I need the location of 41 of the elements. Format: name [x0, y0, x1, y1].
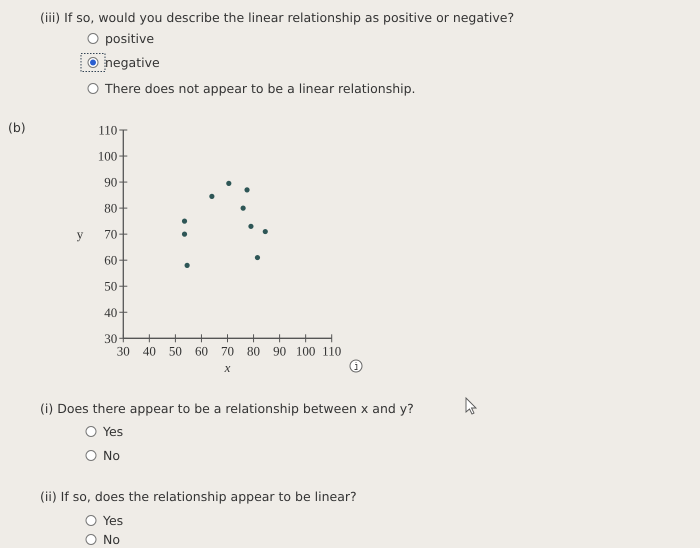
y-tick-label: 60	[104, 252, 118, 268]
point	[226, 180, 232, 186]
x-tick-label: 50	[168, 343, 182, 358]
text: No	[103, 532, 120, 547]
y-tick-label: 90	[104, 174, 118, 190]
point	[254, 254, 260, 260]
text: No	[103, 448, 120, 463]
y-tick-label: 50	[104, 278, 118, 294]
x-tick-label: 60	[194, 343, 208, 358]
y-tick-label: 30	[104, 330, 118, 346]
text: (iii) If so, would you describe the linear relationship as positive or negative?	[40, 10, 514, 25]
text: (ii) If so, does the relationship appear to be linear?	[40, 489, 357, 504]
point	[262, 228, 268, 234]
x-axis-title: x	[224, 360, 231, 375]
text: Yes	[102, 513, 124, 528]
y-tick-label: 110	[98, 122, 118, 138]
text: There does not appear to be a linear relationship.	[104, 81, 416, 96]
text: positive	[105, 31, 154, 46]
x-tick-label: 90	[273, 343, 286, 358]
x-tick-label: 110	[322, 343, 342, 358]
point	[248, 224, 254, 229]
y-axis-title: y	[76, 226, 84, 242]
text: negative	[105, 55, 160, 70]
x-tick-label: 40	[142, 343, 156, 358]
text: (b)	[8, 120, 26, 135]
x-tick-label: 30	[116, 343, 130, 358]
text: Yes	[102, 424, 124, 439]
x-tick-label: 80	[247, 343, 260, 358]
point	[240, 206, 246, 211]
point	[182, 218, 188, 224]
point	[209, 194, 214, 199]
x-tick-label: 70	[221, 343, 234, 358]
y-tick-label: 100	[98, 148, 118, 164]
y-tick-label: 40	[104, 304, 118, 320]
point	[182, 232, 188, 237]
x-tick-label: 100	[296, 343, 316, 358]
point	[184, 262, 190, 268]
text: (i) Does there appear to be a relationship between x and y?	[40, 401, 414, 416]
point	[244, 187, 250, 192]
y-tick-label: 80	[104, 200, 118, 216]
y-tick-label: 70	[104, 226, 118, 242]
